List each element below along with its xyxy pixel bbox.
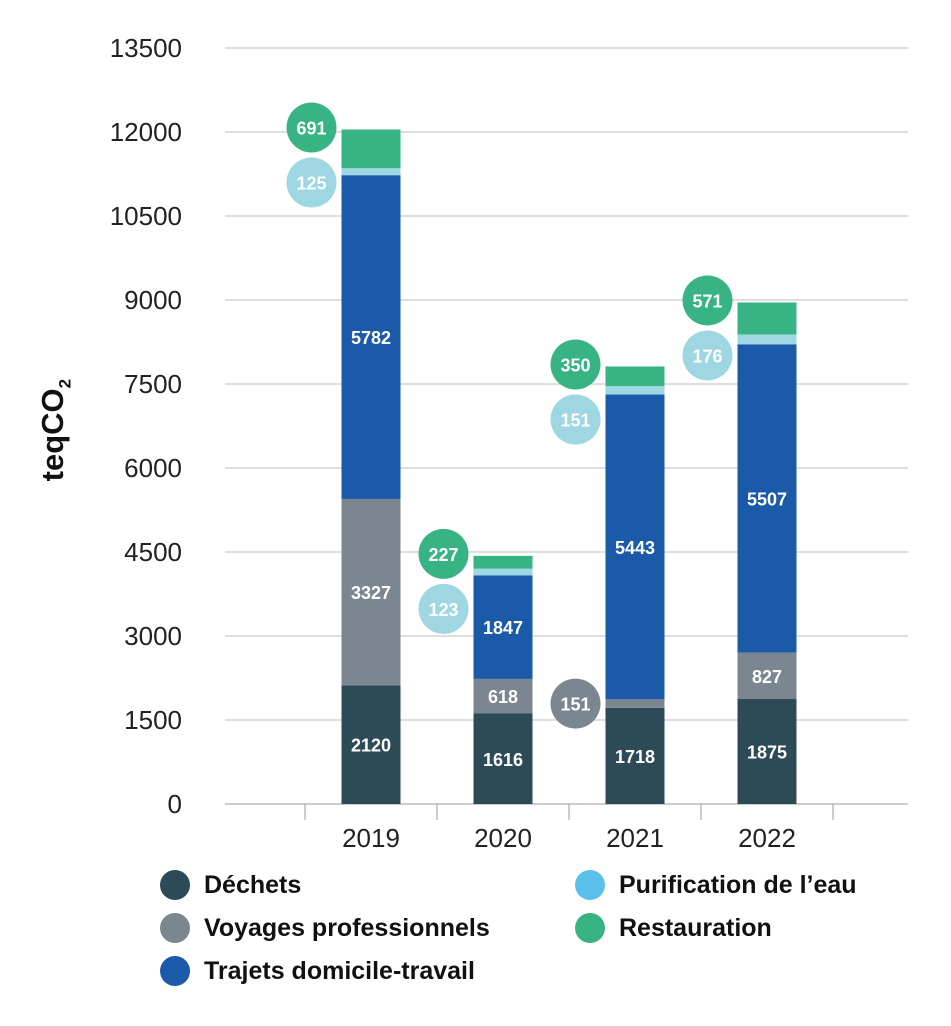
data-label: 1847: [483, 618, 523, 638]
callout-bubble: [418, 528, 469, 579]
y-tick-label: 6000: [124, 453, 182, 483]
y-tick-label: 12000: [110, 117, 182, 147]
callout-bubble: [550, 678, 601, 729]
y-tick-label: 10500: [110, 201, 182, 231]
bar-segment: [737, 344, 797, 653]
y-tick-label: 7500: [124, 369, 182, 399]
bar-segment: [473, 713, 533, 804]
data-label: 618: [488, 687, 518, 707]
x-tick-label: 2019: [342, 823, 400, 853]
callout-bubble: [682, 275, 733, 326]
y-axis-label: teqCO: [34, 388, 70, 482]
data-label: 5507: [747, 489, 787, 509]
stacked-bar-chart: 0 1500 3000 4500 6000 7500 9000 10500 12000 13500…: [110, 33, 908, 853]
data-label: 5443: [615, 538, 655, 558]
legend-label: Déchets: [204, 870, 302, 899]
bar-segment: [341, 685, 401, 804]
bar-segment: [737, 334, 797, 345]
legend-label: Restauration: [619, 913, 772, 942]
callout-bubble: [286, 157, 337, 208]
y-tick-label: 4500: [124, 537, 182, 567]
callout-label: 151: [560, 695, 590, 715]
y-tick-label: 1500: [124, 705, 182, 735]
y-tick-label: 13500: [110, 33, 182, 63]
legend-item: Déchets: [160, 870, 301, 900]
callout-label: 227: [428, 545, 458, 565]
data-label: 3327: [351, 583, 391, 603]
bar-segment: [473, 575, 533, 679]
legend-swatch: [575, 870, 605, 900]
bars: 2120 3327 5782 1616 618 1847 1718 5443 1875 827 55…: [341, 129, 797, 804]
callout-bubble: [418, 583, 469, 634]
callout-label: 123: [428, 600, 458, 620]
legend-swatch: [160, 913, 190, 943]
bar-segment: [473, 555, 533, 569]
bar-segment: [605, 366, 665, 387]
bar-segment: [605, 386, 665, 395]
bar-segment: [605, 394, 665, 700]
legend-item: Purification de l’eau: [575, 870, 857, 900]
callout-bubble: [550, 394, 601, 445]
callout-label: 125: [296, 173, 326, 193]
callout-label: 176: [692, 346, 722, 366]
bar-segment: [341, 498, 401, 686]
callout-bubble: [682, 330, 733, 381]
callout-bubbles: 125 691 123 227 151 151 350 176 571: [286, 102, 733, 729]
bar-segment: [341, 129, 401, 169]
data-label: 5782: [351, 328, 391, 348]
data-label: 1616: [483, 750, 523, 770]
legend-swatch: [575, 913, 605, 943]
callout-bubble: [286, 102, 337, 153]
y-tick-label: 9000: [124, 285, 182, 315]
legend-item: Voyages professionnels: [160, 913, 490, 943]
bar-segment: [341, 168, 401, 176]
x-tick-label: 2022: [738, 823, 796, 853]
data-label: 2120: [351, 736, 391, 756]
legend-label: Purification de l’eau: [619, 870, 857, 899]
legend-label: Voyages professionnels: [204, 913, 490, 942]
bar-segment: [473, 678, 533, 714]
bar-segment: [473, 568, 533, 576]
y-tick-labels: 0 1500 3000 4500 6000 7500 9000 10500 12000 13500: [110, 33, 182, 819]
callout-label: 350: [560, 355, 590, 375]
legend-swatch: [160, 870, 190, 900]
x-tick-labels: 2019 2020 2021 2022: [342, 823, 796, 853]
callout-label: 151: [560, 410, 590, 430]
data-label: 827: [752, 667, 782, 687]
bar-segment: [737, 652, 797, 699]
bar-segment: [605, 707, 665, 804]
y-tick-label: 0: [168, 789, 182, 819]
legend-item: Trajets domicile-travail: [160, 956, 475, 986]
bar-segment: [341, 175, 401, 499]
x-tick-label: 2020: [474, 823, 532, 853]
callout-label: 571: [692, 291, 722, 311]
callout-label: 691: [296, 118, 326, 138]
bar-segment: [737, 699, 797, 804]
legend: Déchets Voyages professionnels Trajets dom…: [160, 870, 920, 1000]
bar-segment: [737, 302, 797, 335]
x-tick-label: 2021: [606, 823, 664, 853]
legend-label: Trajets domicile-travail: [204, 956, 475, 985]
y-tick-label: 3000: [124, 621, 182, 651]
legend-item: Restauration: [575, 913, 772, 943]
data-label: 1718: [615, 747, 655, 767]
y-axis-label-subscript: 2: [55, 378, 75, 389]
bar-segment: [605, 699, 665, 708]
callout-bubble: [550, 339, 601, 390]
legend-swatch: [160, 956, 190, 986]
y-axis-title: teqCO2: [10, 345, 100, 515]
data-label: 1875: [747, 743, 787, 763]
